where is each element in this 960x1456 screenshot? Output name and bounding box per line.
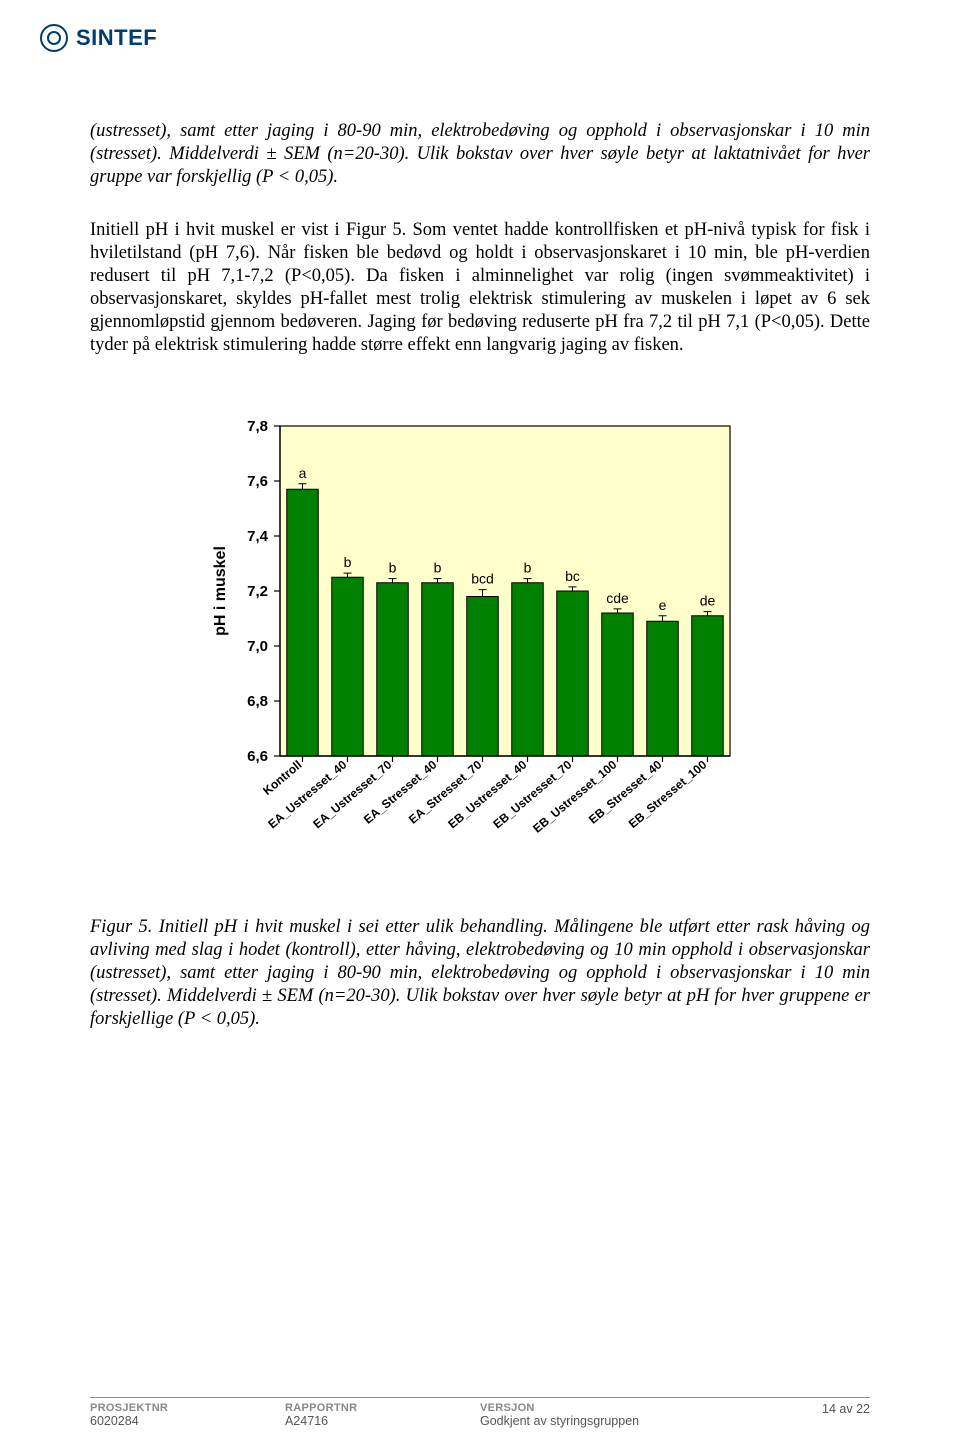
page: SINTEF (ustresset), samt etter jaging i … — [0, 0, 960, 1456]
svg-text:b: b — [344, 555, 352, 571]
sintef-logo-mark — [40, 24, 68, 52]
svg-text:7,0: 7,0 — [247, 638, 268, 655]
chart-container: 6,66,87,07,27,47,67,8pH i muskelaKontrol… — [90, 406, 870, 886]
footer-version-val: Godkjent av styringsgruppen — [480, 1414, 675, 1428]
svg-text:6,8: 6,8 — [247, 693, 268, 710]
svg-text:e: e — [659, 597, 667, 613]
svg-text:cde: cde — [606, 590, 629, 606]
footer-page-number: 14 av 22 — [675, 1402, 870, 1428]
svg-text:EA_Ustresset_70: EA_Ustresset_70 — [310, 758, 394, 832]
svg-text:EB_Stresset_100: EB_Stresset_100 — [626, 758, 710, 832]
svg-text:EB_Ustresset_100: EB_Ustresset_100 — [530, 758, 619, 836]
svg-text:b: b — [434, 560, 442, 576]
svg-text:7,2: 7,2 — [247, 583, 268, 600]
svg-text:EA_Ustresset_40: EA_Ustresset_40 — [265, 758, 349, 832]
figure-caption: Figur 5. Initiell pH i hvit muskel i sei… — [90, 916, 870, 1031]
footer-col-project: PROSJEKTNR 6020284 — [90, 1402, 285, 1428]
body-text: (ustresset), samt etter jaging i 80-90 m… — [90, 120, 870, 356]
sintef-logo-mark-inner — [47, 31, 61, 45]
svg-text:pH i muskel: pH i muskel — [212, 547, 229, 637]
footer-col-report: RAPPORTNR A24716 — [285, 1402, 480, 1428]
svg-text:bc: bc — [565, 568, 580, 584]
footer-project-hdr: PROSJEKTNR — [90, 1402, 285, 1414]
footer-version-hdr: VERSJON — [480, 1402, 675, 1414]
paragraph-2: Initiell pH i hvit muskel er vist i Figu… — [90, 219, 870, 357]
svg-text:b: b — [389, 560, 397, 576]
svg-text:6,6: 6,6 — [247, 748, 268, 765]
ph-bar-chart: 6,66,87,07,27,47,67,8pH i muskelaKontrol… — [200, 406, 760, 886]
footer-project-val: 6020284 — [90, 1414, 285, 1428]
footer-report-hdr: RAPPORTNR — [285, 1402, 480, 1414]
svg-text:a: a — [299, 465, 307, 481]
svg-text:EB_Ustresset_40: EB_Ustresset_40 — [445, 758, 529, 832]
svg-text:7,8: 7,8 — [247, 418, 268, 435]
svg-text:EB_Ustresset_70: EB_Ustresset_70 — [490, 758, 574, 832]
sintef-logo-text: SINTEF — [76, 25, 157, 51]
svg-text:bcd: bcd — [471, 571, 494, 587]
svg-text:7,4: 7,4 — [247, 528, 269, 545]
svg-text:de: de — [700, 593, 716, 609]
svg-text:b: b — [524, 560, 532, 576]
paragraph-1: (ustresset), samt etter jaging i 80-90 m… — [90, 120, 870, 189]
page-footer: PROSJEKTNR 6020284 RAPPORTNR A24716 VERS… — [90, 1397, 870, 1428]
footer-report-val: A24716 — [285, 1414, 480, 1428]
svg-text:7,6: 7,6 — [247, 473, 268, 490]
footer-col-version: VERSJON Godkjent av styringsgruppen — [480, 1402, 675, 1428]
sintef-logo: SINTEF — [40, 24, 157, 52]
